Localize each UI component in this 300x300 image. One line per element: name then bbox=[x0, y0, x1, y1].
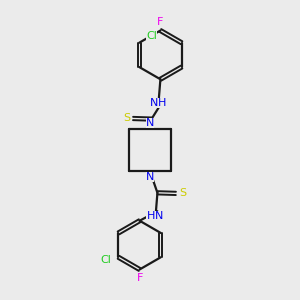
Text: H: H bbox=[158, 98, 167, 108]
Text: F: F bbox=[157, 16, 164, 27]
Text: N: N bbox=[146, 118, 154, 128]
Text: S: S bbox=[123, 113, 130, 124]
Text: S: S bbox=[179, 188, 186, 198]
Text: N: N bbox=[155, 211, 164, 221]
Text: Cl: Cl bbox=[100, 255, 111, 265]
Text: H: H bbox=[146, 211, 155, 221]
Text: N: N bbox=[149, 98, 158, 108]
Text: F: F bbox=[136, 273, 143, 284]
Text: N: N bbox=[146, 172, 154, 182]
Text: Cl: Cl bbox=[146, 31, 157, 41]
